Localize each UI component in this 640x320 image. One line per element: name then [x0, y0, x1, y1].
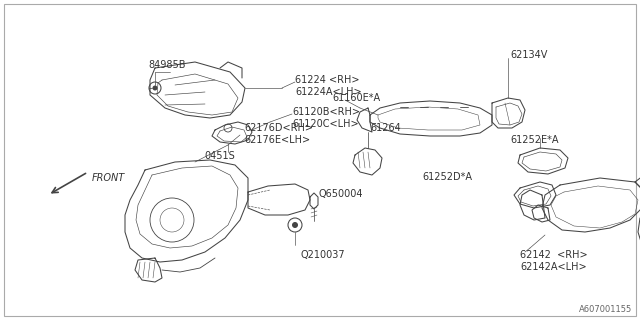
Text: Q210037: Q210037 — [300, 250, 344, 260]
Text: 61160E*A: 61160E*A — [332, 93, 380, 103]
Text: 62134V: 62134V — [510, 50, 547, 60]
Text: 61224 <RH>: 61224 <RH> — [295, 75, 360, 85]
Circle shape — [152, 85, 157, 91]
Text: 61120B<RH>: 61120B<RH> — [292, 107, 360, 117]
Circle shape — [292, 222, 298, 228]
Text: 61264: 61264 — [370, 123, 401, 133]
Text: A607001155: A607001155 — [579, 305, 632, 314]
Text: 61120C<LH>: 61120C<LH> — [292, 119, 358, 129]
Text: 0451S: 0451S — [205, 151, 236, 161]
Text: 62142  <RH>: 62142 <RH> — [520, 250, 588, 260]
Text: Q650004: Q650004 — [318, 189, 362, 199]
Text: 61252D*A: 61252D*A — [422, 172, 472, 182]
Text: 61252E*A: 61252E*A — [510, 135, 559, 145]
Text: 62142A<LH>: 62142A<LH> — [520, 262, 587, 272]
Text: FRONT: FRONT — [92, 173, 125, 183]
Text: 62176E<LH>: 62176E<LH> — [244, 135, 310, 145]
Text: 61224A<LH>: 61224A<LH> — [295, 87, 362, 97]
Text: 62176D<RH>: 62176D<RH> — [244, 123, 313, 133]
Text: 84985B: 84985B — [148, 60, 186, 70]
